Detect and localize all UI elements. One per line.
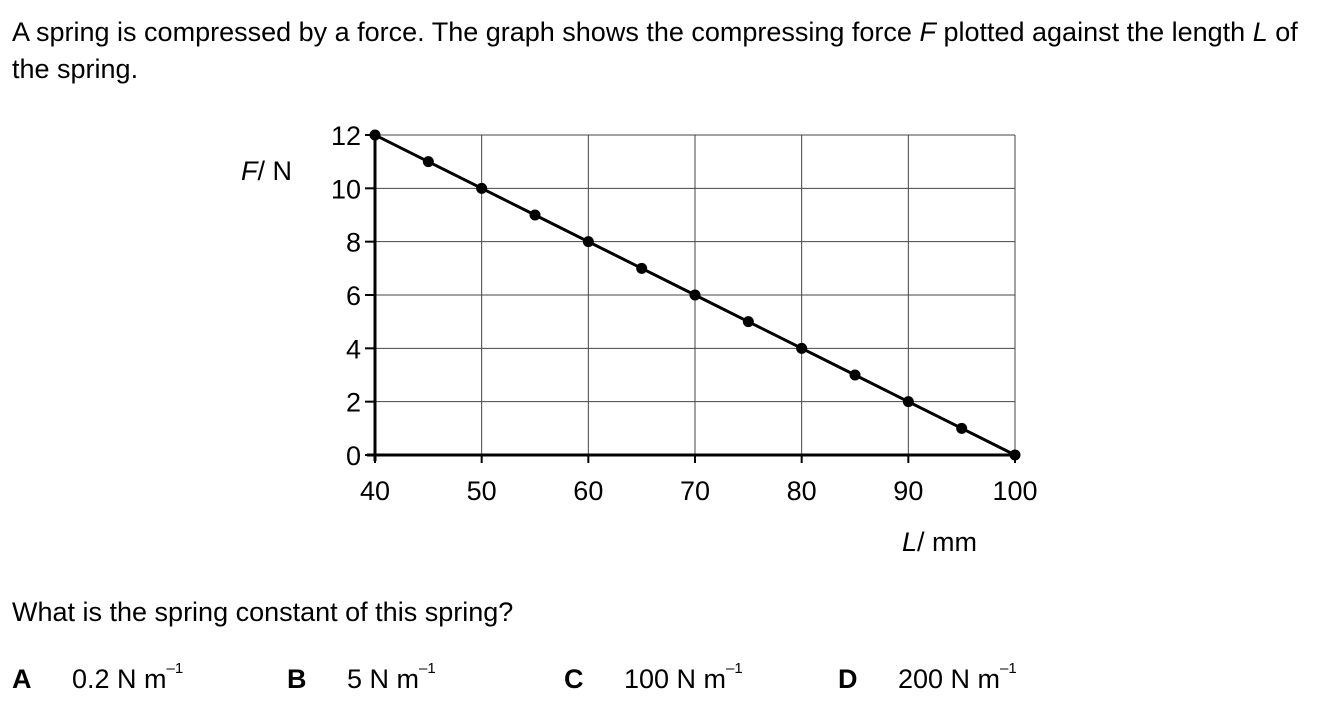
option-c-value: 100 N m–1: [624, 660, 743, 694]
y-axis-label-unit: / N: [258, 156, 293, 186]
option-c-exponent: –1: [726, 660, 743, 677]
question-stem: A spring is compressed by a force. The g…: [12, 14, 1337, 88]
y-tick-label-4: 4: [346, 334, 361, 364]
option-b[interactable]: B 5 N m–1: [287, 660, 436, 695]
option-a-value: 0.2 N m–1: [72, 660, 184, 694]
x-tick-label-100: 100: [992, 476, 1037, 506]
x-axis-label-unit: / mm: [917, 527, 977, 557]
y-axis-label-var: F: [241, 156, 259, 186]
option-a-exponent: –1: [166, 660, 184, 677]
stem-text-1: A spring is compressed by a force. The g…: [12, 17, 920, 47]
x-tick-label-90: 90: [893, 476, 923, 506]
data-point-70: [689, 289, 701, 301]
y-tick-label-8: 8: [346, 228, 361, 258]
option-b-value: 5 N m–1: [347, 660, 436, 694]
data-point-95: [956, 422, 968, 434]
option-d-letter: D: [838, 664, 858, 694]
option-c[interactable]: C 100 N m–1: [564, 660, 743, 695]
option-d-value: 200 N m–1: [898, 660, 1017, 694]
x-tick-label-60: 60: [573, 476, 603, 506]
stem-text-2: plotted against the length: [935, 17, 1253, 47]
y-tick-label-2: 2: [346, 388, 361, 418]
data-point-50: [476, 182, 488, 194]
data-point-90: [902, 396, 914, 408]
chart-series: [369, 129, 1021, 461]
data-point-40: [369, 129, 381, 141]
stem-var-f: F: [919, 17, 936, 47]
option-b-letter: B: [287, 664, 307, 694]
stem-var-l: L: [1252, 17, 1268, 47]
y-axis-label: F/ N: [241, 156, 292, 186]
x-tick-label-40: 40: [360, 476, 390, 506]
stem-text-3: of the spring.: [12, 17, 1298, 84]
option-a-letter: A: [12, 664, 32, 694]
x-axis-label-var: L: [902, 527, 917, 557]
data-point-85: [849, 369, 861, 381]
y-tick-label-12: 12: [331, 121, 361, 151]
option-c-letter: C: [564, 664, 584, 694]
chart-ticks: 0 2 4 6 8 10 12 40 50 60 70 80 90 100: [331, 121, 1038, 506]
y-tick-label-0: 0: [346, 441, 361, 471]
y-tick-label-6: 6: [346, 281, 361, 311]
data-point-80: [796, 342, 808, 354]
data-point-75: [742, 316, 754, 328]
data-point-60: [582, 236, 594, 248]
option-d-exponent: –1: [1000, 660, 1017, 677]
x-tick-label-80: 80: [787, 476, 817, 506]
y-tick-label-10: 10: [331, 174, 361, 204]
option-d[interactable]: D 200 N m–1: [838, 660, 1017, 695]
x-tick-label-50: 50: [467, 476, 497, 506]
data-point-45: [422, 156, 434, 168]
option-b-exponent: –1: [419, 660, 436, 677]
option-a[interactable]: A 0.2 N m–1: [12, 660, 184, 695]
data-point-65: [636, 262, 648, 274]
data-point-100: [1009, 449, 1021, 461]
x-axis-label: L/ mm: [902, 527, 977, 557]
question-prompt: What is the spring constant of this spri…: [12, 597, 514, 627]
data-point-55: [529, 209, 541, 221]
x-tick-label-70: 70: [680, 476, 710, 506]
